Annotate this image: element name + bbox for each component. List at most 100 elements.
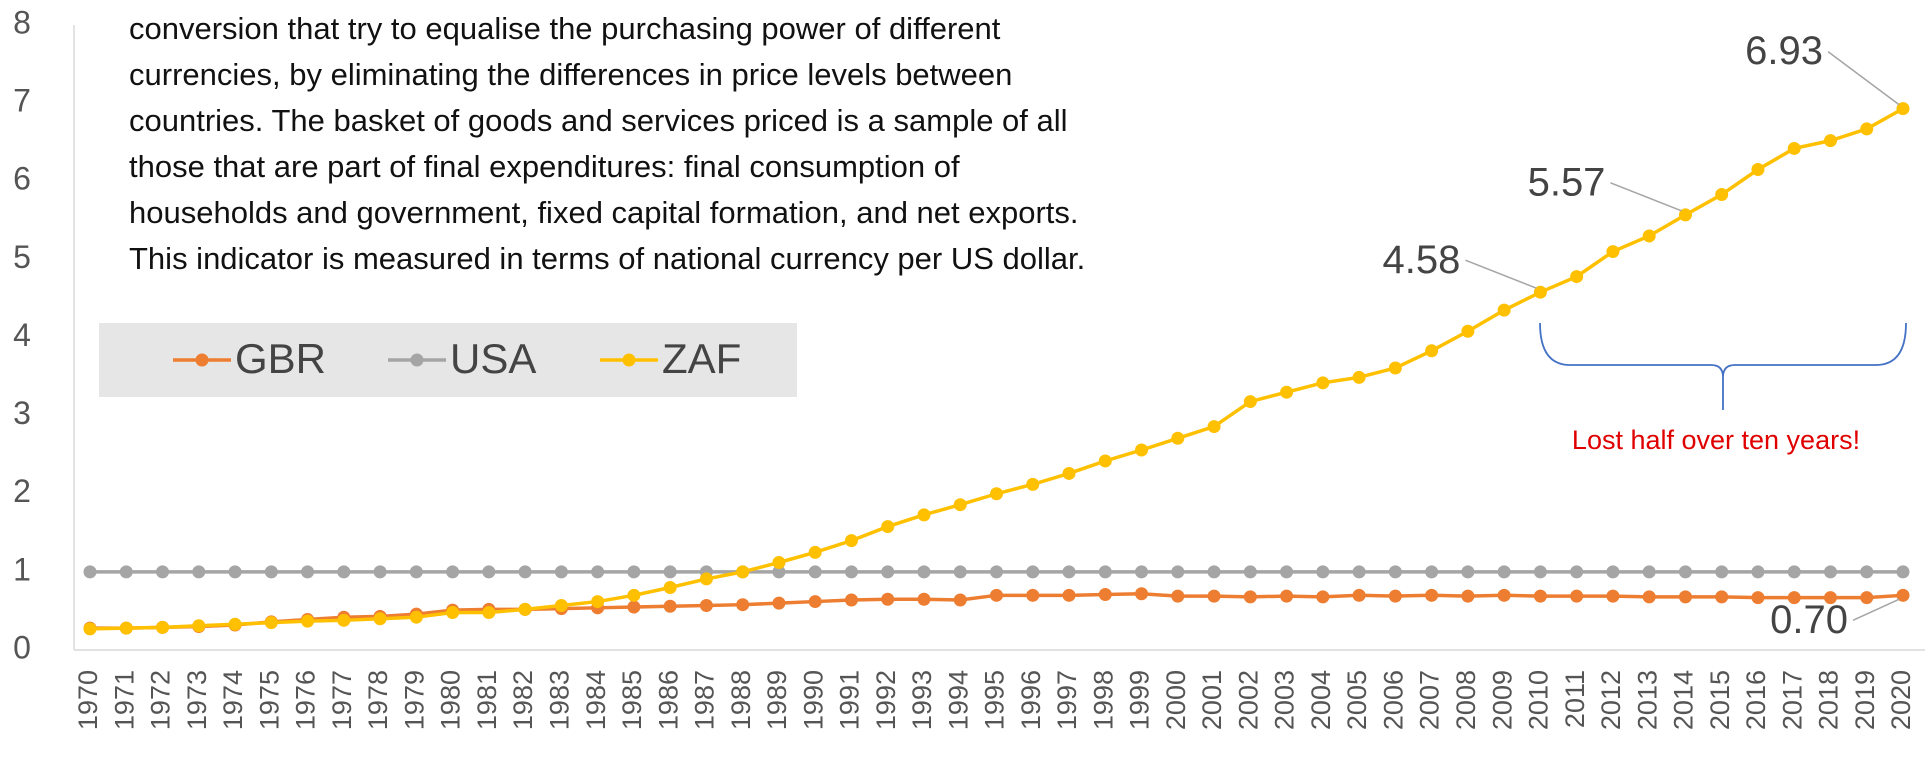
x-tick-label: 1994 [943,670,973,730]
point [192,565,206,579]
point [1062,588,1076,602]
x-tick-label: 2012 [1596,670,1626,730]
point [1787,591,1801,605]
point [156,565,170,579]
x-tick-label: 2003 [1270,670,1300,730]
point [990,588,1003,602]
point [119,565,133,579]
y-tick-label: 2 [13,473,31,509]
point [1026,565,1040,579]
point [1823,591,1837,605]
point [953,565,967,579]
x-tick-label: 2011 [1560,670,1590,728]
point [1678,565,1692,579]
point [1280,565,1294,579]
x-tick-label: 1983 [545,670,575,730]
note-line: those that are part of final expenditure… [129,149,960,184]
point [373,565,387,579]
x-tick-label: 1979 [399,670,429,730]
point [1280,589,1294,603]
point [1606,245,1620,259]
x-tick-label: 2019 [1850,670,1880,730]
point [1425,565,1439,579]
point [881,520,895,534]
point [83,565,97,579]
x-tick-label: 1998 [1088,670,1118,730]
x-tick-label: 1989 [762,670,792,730]
x-tick-label: 1984 [581,670,611,730]
point [1388,565,1402,579]
point [917,565,931,579]
point [1715,590,1729,604]
point [1570,270,1584,284]
point [156,620,170,634]
point [917,508,931,522]
x-tick-label: 1991 [835,670,865,730]
point [1642,590,1656,604]
legend-label: GBR [235,335,326,382]
brace [1539,322,1907,410]
point [1026,477,1040,491]
x-tick-label: 1981 [472,670,502,730]
point [881,565,895,579]
x-tick-label: 1980 [436,670,466,730]
x-tick-label: 2020 [1886,670,1916,730]
x-tick-label: 1972 [146,670,176,730]
point [1787,565,1801,579]
point [844,534,858,548]
point [1461,565,1475,579]
x-tick-label: 2002 [1233,670,1263,730]
point [1388,589,1402,603]
point [990,487,1003,501]
legend-marker [622,353,636,367]
y-tick-label: 8 [13,4,31,40]
point [1606,589,1620,603]
point [1135,587,1149,601]
point [1062,466,1076,480]
y-tick-label: 6 [13,161,31,197]
x-tick-label: 2017 [1777,670,1807,730]
value-label: 4.58 [1383,238,1461,282]
point [663,581,677,594]
point [844,593,858,607]
y-tick-label: 0 [13,629,31,665]
point [1135,565,1149,579]
x-tick-label: 2016 [1741,670,1771,730]
legend-label: ZAF [662,335,741,382]
x-tick-label: 2010 [1524,670,1554,730]
note-line: currencies, by eliminating the differenc… [129,57,1012,92]
point [1280,385,1294,399]
point [808,595,822,609]
x-tick-label: 2014 [1669,670,1699,730]
point [301,614,315,628]
point [1098,565,1112,579]
point [591,565,605,579]
point [808,545,822,559]
x-tick-label: 1990 [798,670,828,730]
point [772,565,786,579]
point [1715,565,1729,579]
point [699,598,713,612]
point [1787,141,1801,155]
point [772,556,786,569]
point [1896,565,1910,579]
point [1823,565,1837,579]
x-tick-label: 1971 [109,670,139,730]
point [482,606,496,619]
point [699,572,713,586]
point [192,619,206,633]
point [627,588,641,602]
point [83,622,97,636]
x-tick-label: 1993 [907,670,937,730]
point [264,565,278,579]
point [953,498,967,512]
point [663,599,677,613]
point [228,617,242,631]
point [953,593,967,607]
x-tick-label: 1974 [218,670,248,730]
point [1352,370,1366,384]
point [1207,565,1221,579]
point [1135,443,1149,457]
point [1860,565,1874,579]
